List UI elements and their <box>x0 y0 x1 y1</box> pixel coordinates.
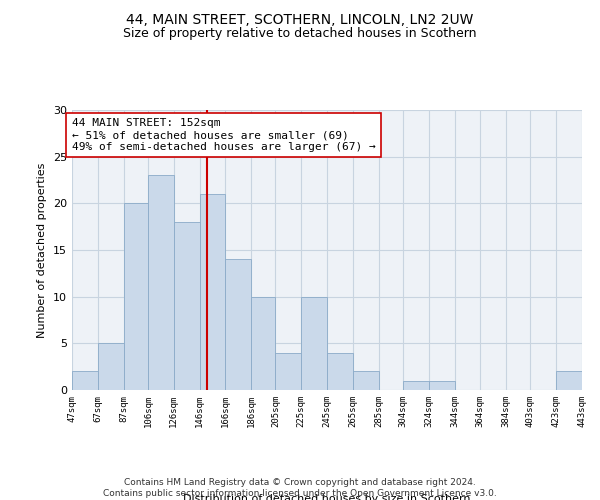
Bar <box>72 372 98 390</box>
Text: Size of property relative to detached houses in Scothern: Size of property relative to detached ho… <box>123 28 477 40</box>
Bar <box>225 260 251 390</box>
Bar <box>148 176 174 390</box>
Bar <box>556 372 582 390</box>
Bar <box>327 352 353 390</box>
Text: 44, MAIN STREET, SCOTHERN, LINCOLN, LN2 2UW: 44, MAIN STREET, SCOTHERN, LINCOLN, LN2 … <box>127 12 473 26</box>
Bar <box>403 380 429 390</box>
Y-axis label: Number of detached properties: Number of detached properties <box>37 162 47 338</box>
Bar <box>124 204 148 390</box>
Text: 44 MAIN STREET: 152sqm
← 51% of detached houses are smaller (69)
49% of semi-det: 44 MAIN STREET: 152sqm ← 51% of detached… <box>72 118 376 152</box>
X-axis label: Distribution of detached houses by size in Scothern: Distribution of detached houses by size … <box>183 494 471 500</box>
Bar <box>429 380 455 390</box>
Bar <box>301 296 327 390</box>
Bar <box>174 222 200 390</box>
Bar <box>353 372 379 390</box>
Bar <box>275 352 301 390</box>
Bar <box>251 296 275 390</box>
Bar <box>98 344 124 390</box>
Text: Contains HM Land Registry data © Crown copyright and database right 2024.
Contai: Contains HM Land Registry data © Crown c… <box>103 478 497 498</box>
Bar <box>200 194 225 390</box>
